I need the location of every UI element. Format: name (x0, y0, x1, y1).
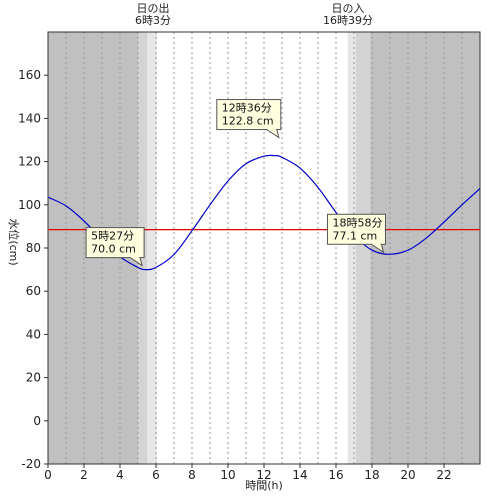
y-tick-label: 20 (26, 371, 41, 385)
callout-box (216, 99, 282, 131)
night-band-3 (347, 32, 356, 464)
x-tick-label: 16 (328, 468, 343, 482)
x-tick-label: 20 (400, 468, 415, 482)
callout-tail (129, 257, 143, 267)
callout-value: 122.8 cm (222, 115, 274, 128)
callout-box (85, 227, 145, 259)
callout-time: 12時36分 (222, 102, 272, 115)
x-tick-label: 8 (188, 468, 196, 482)
sunrise-label: 日の出 6時3分 (135, 1, 171, 27)
x-tick-label: 4 (116, 468, 124, 482)
x-tick-label: 22 (436, 468, 451, 482)
y-tick-label: 0 (33, 414, 41, 428)
x-axis-label: 時間(h) (245, 479, 283, 492)
callout-time: 5時27分 (91, 230, 134, 243)
y-axis: -20 0 20 40 60 80 100 120 140 160 (18, 68, 48, 471)
sunset-title: 日の入 (332, 2, 365, 15)
sunrise-title: 日の出 (137, 1, 170, 15)
x-tick-label: 0 (44, 468, 52, 482)
callout-value: 77.1 cm (332, 229, 377, 242)
night-band-2 (147, 32, 157, 464)
y-tick-label: 120 (18, 155, 41, 169)
x-tick-label: 2 (80, 468, 88, 482)
x-tick-label: 14 (292, 468, 307, 482)
tide-series-line (47, 154, 481, 271)
callout-value: 70.0 cm (91, 243, 136, 256)
callout-box (326, 213, 386, 245)
sunrise-time: 6時3分 (135, 14, 171, 27)
y-tick-label: 80 (26, 241, 41, 255)
y-tick-label: 140 (18, 111, 41, 125)
sunset-time: 16時39分 (323, 14, 373, 27)
x-axis: 0 2 4 6 8 10 12 14 16 18 20 22 (44, 464, 452, 482)
callout-time: 18時58分 (332, 216, 382, 229)
x-tick-label: 12 (256, 468, 271, 482)
callout-tail (371, 243, 385, 254)
x-tick-label: 18 (364, 468, 379, 482)
night-band-4 (355, 32, 371, 464)
y-axis-label: 水位(cm) (7, 218, 21, 265)
y-tick-label: -20 (21, 457, 41, 471)
y-tick-label: 100 (18, 198, 41, 212)
night-band-5 (370, 32, 480, 464)
y-tick-label: 60 (26, 284, 41, 298)
callout-tail (266, 129, 280, 139)
x-tick-label: 6 (152, 468, 160, 482)
y-tick-label: 160 (18, 68, 41, 82)
sunset-label: 日の入 16時39分 (323, 2, 373, 27)
x-tick-label: 10 (220, 468, 235, 482)
y-tick-label: 40 (26, 327, 41, 341)
